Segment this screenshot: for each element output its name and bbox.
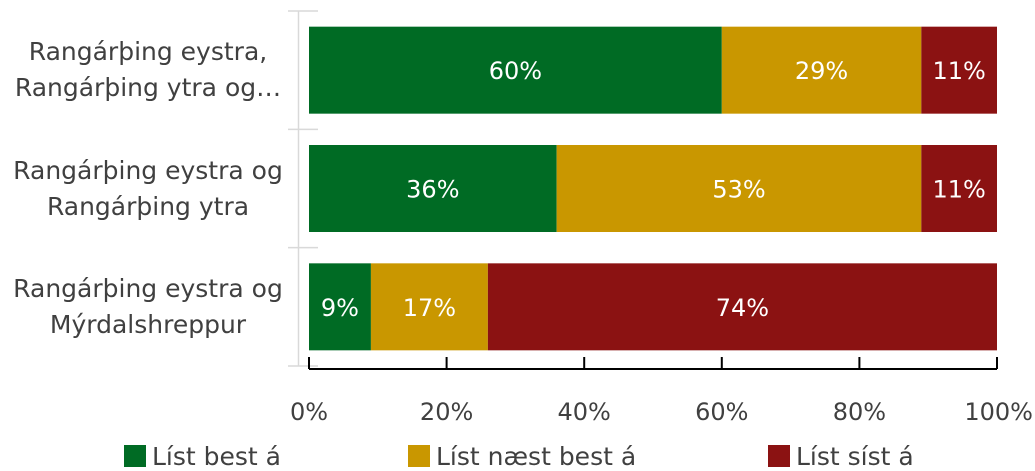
data-label-3-3: 74% (716, 294, 769, 322)
x-tick-label-6: 100% (964, 398, 1033, 426)
legend-label-3: Líst síst á (796, 442, 914, 471)
legend-item-2: Líst næst best á (408, 442, 636, 470)
x-tick-label-1: 0% (290, 398, 328, 426)
data-label-3-1: 9% (321, 294, 359, 322)
data-label-2-1: 36% (406, 176, 459, 204)
x-tick-label-4: 60% (695, 398, 748, 426)
legend-swatch-1 (124, 445, 146, 467)
x-tick-label-3: 40% (558, 398, 611, 426)
legend-label-2: Líst næst best á (436, 442, 636, 471)
legend-item-1: Líst best á (124, 442, 281, 470)
legend-label-1: Líst best á (152, 442, 281, 471)
x-tick-label-2: 20% (420, 398, 473, 426)
x-tick-label-5: 80% (833, 398, 886, 426)
legend-item-3: Líst síst á (768, 442, 914, 470)
data-label-1-1: 60% (489, 57, 542, 85)
data-label-1-2: 29% (795, 57, 848, 85)
data-label-2-3: 11% (932, 176, 985, 204)
legend-swatch-3 (768, 445, 790, 467)
data-label-3-2: 17% (403, 294, 456, 322)
data-label-1-3: 11% (932, 57, 985, 85)
legend-swatch-2 (408, 445, 430, 467)
data-label-2-2: 53% (712, 176, 765, 204)
